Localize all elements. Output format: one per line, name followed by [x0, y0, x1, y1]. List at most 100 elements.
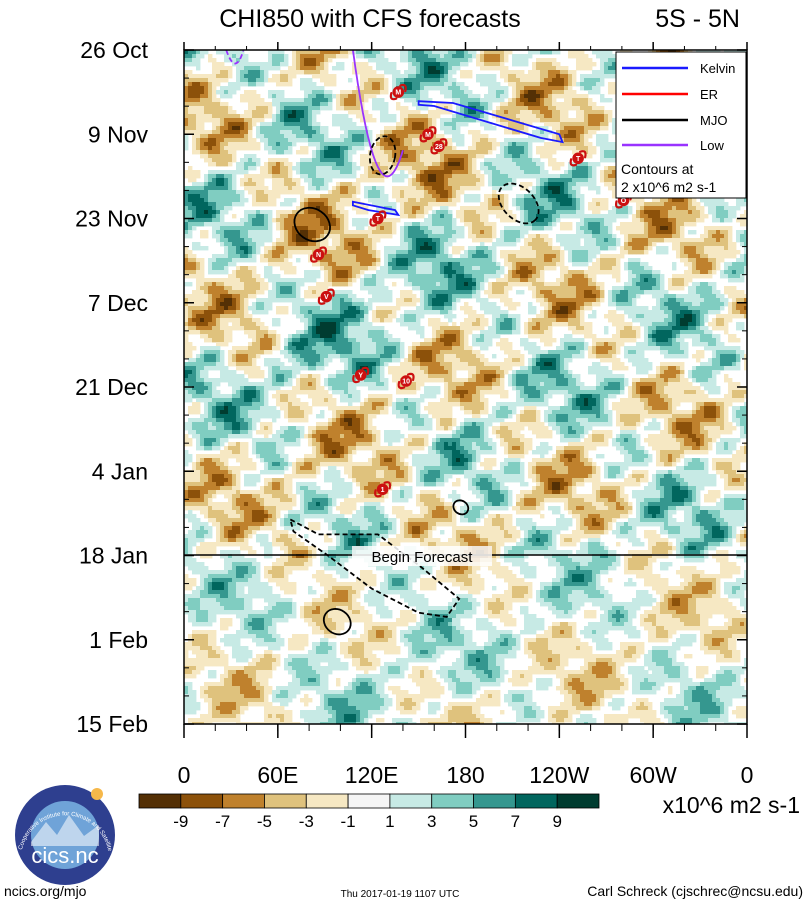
heatmap-cell [436, 158, 441, 163]
heatmap-cell [612, 182, 617, 187]
heatmap-cell [468, 110, 473, 115]
heatmap-cell [196, 62, 201, 67]
heatmap-cell [504, 70, 509, 75]
heatmap-cell [568, 214, 573, 219]
heatmap-cell [616, 226, 621, 231]
heatmap-cell [728, 214, 733, 219]
heatmap-cell [300, 58, 305, 63]
heatmap-cell [252, 138, 257, 143]
heatmap-cell [468, 98, 473, 103]
heatmap-cell [416, 114, 421, 119]
heatmap-cell [288, 218, 293, 223]
heatmap-cell [588, 154, 593, 159]
heatmap-cell [480, 174, 485, 179]
heatmap-cell [284, 210, 289, 215]
heatmap-cell [184, 134, 189, 139]
heatmap-cell [404, 198, 409, 203]
heatmap-cell [216, 78, 221, 83]
heatmap-cell [592, 90, 597, 95]
heatmap-cell [584, 178, 589, 183]
heatmap-cell [612, 170, 617, 175]
heatmap-cell [576, 214, 581, 219]
heatmap-cell [592, 126, 597, 131]
heatmap-cell [512, 82, 517, 87]
heatmap-cell [640, 206, 645, 211]
heatmap-cell [340, 126, 345, 131]
heatmap-cell [216, 114, 221, 119]
heatmap-cell [472, 174, 477, 179]
heatmap-cell [652, 218, 657, 223]
heatmap-cell [440, 66, 445, 71]
heatmap-cell [588, 126, 593, 131]
heatmap-cell [332, 118, 337, 123]
heatmap-cell [544, 194, 549, 199]
heatmap-cell [332, 186, 337, 191]
heatmap-cell [320, 150, 325, 155]
heatmap-cell [416, 146, 421, 151]
heatmap-cell [244, 66, 249, 71]
heatmap-cell [668, 226, 673, 231]
heatmap-cell [352, 90, 357, 95]
heatmap-cell [540, 174, 545, 179]
heatmap-cell [552, 166, 557, 171]
heatmap-cell [260, 170, 265, 175]
heatmap-cell [312, 158, 317, 163]
heatmap-cell [368, 114, 373, 119]
heatmap-cell [264, 142, 269, 147]
heatmap-cell [348, 198, 353, 203]
heatmap-cell [384, 166, 389, 171]
heatmap-cell [308, 58, 313, 63]
heatmap-cell [508, 130, 513, 135]
heatmap-cell [516, 70, 521, 75]
heatmap-cell [400, 190, 405, 195]
heatmap-cell [600, 50, 605, 55]
heatmap-cell [328, 166, 333, 171]
heatmap-cell [472, 154, 477, 159]
heatmap-cell [552, 190, 557, 195]
heatmap-cell [376, 174, 381, 179]
heatmap-cell [396, 82, 401, 87]
heatmap-cell [576, 222, 581, 227]
heatmap-cell [488, 94, 493, 99]
heatmap-cell [224, 146, 229, 151]
heatmap-cell [428, 122, 433, 127]
heatmap-cell [316, 178, 321, 183]
heatmap-cell [324, 226, 329, 231]
heatmap-cell [288, 202, 293, 207]
heatmap-cell [536, 186, 541, 191]
heatmap-cell [412, 190, 417, 195]
heatmap-cell [208, 90, 213, 95]
heatmap-cell [668, 210, 673, 215]
heatmap-cell [440, 102, 445, 107]
heatmap-cell [372, 202, 377, 207]
heatmap-cell [408, 198, 413, 203]
heatmap-cell [556, 166, 561, 171]
heatmap-cell [268, 114, 273, 119]
heatmap-cell [640, 226, 645, 231]
heatmap-cell [604, 74, 609, 79]
heatmap-cell [260, 222, 265, 227]
heatmap-cell [496, 50, 501, 55]
heatmap-cell [544, 62, 549, 67]
heatmap-cell [348, 94, 353, 99]
heatmap-cell [520, 110, 525, 115]
heatmap-cell [604, 142, 609, 147]
heatmap-cell [256, 118, 261, 123]
heatmap-cell [348, 170, 353, 175]
heatmap-cell [400, 158, 405, 163]
heatmap-cell [308, 106, 313, 111]
heatmap-cell [572, 138, 577, 143]
heatmap-cell [276, 54, 281, 59]
heatmap-cell [404, 190, 409, 195]
heatmap-cell [388, 126, 393, 131]
heatmap-cell [584, 182, 589, 187]
heatmap-cell [464, 98, 469, 103]
heatmap-cell [204, 206, 209, 211]
heatmap-cell [288, 166, 293, 171]
heatmap-cell [664, 226, 669, 231]
heatmap-cell [540, 82, 545, 87]
heatmap-cell [232, 170, 237, 175]
heatmap-cell [472, 146, 477, 151]
heatmap-cell [316, 210, 321, 215]
